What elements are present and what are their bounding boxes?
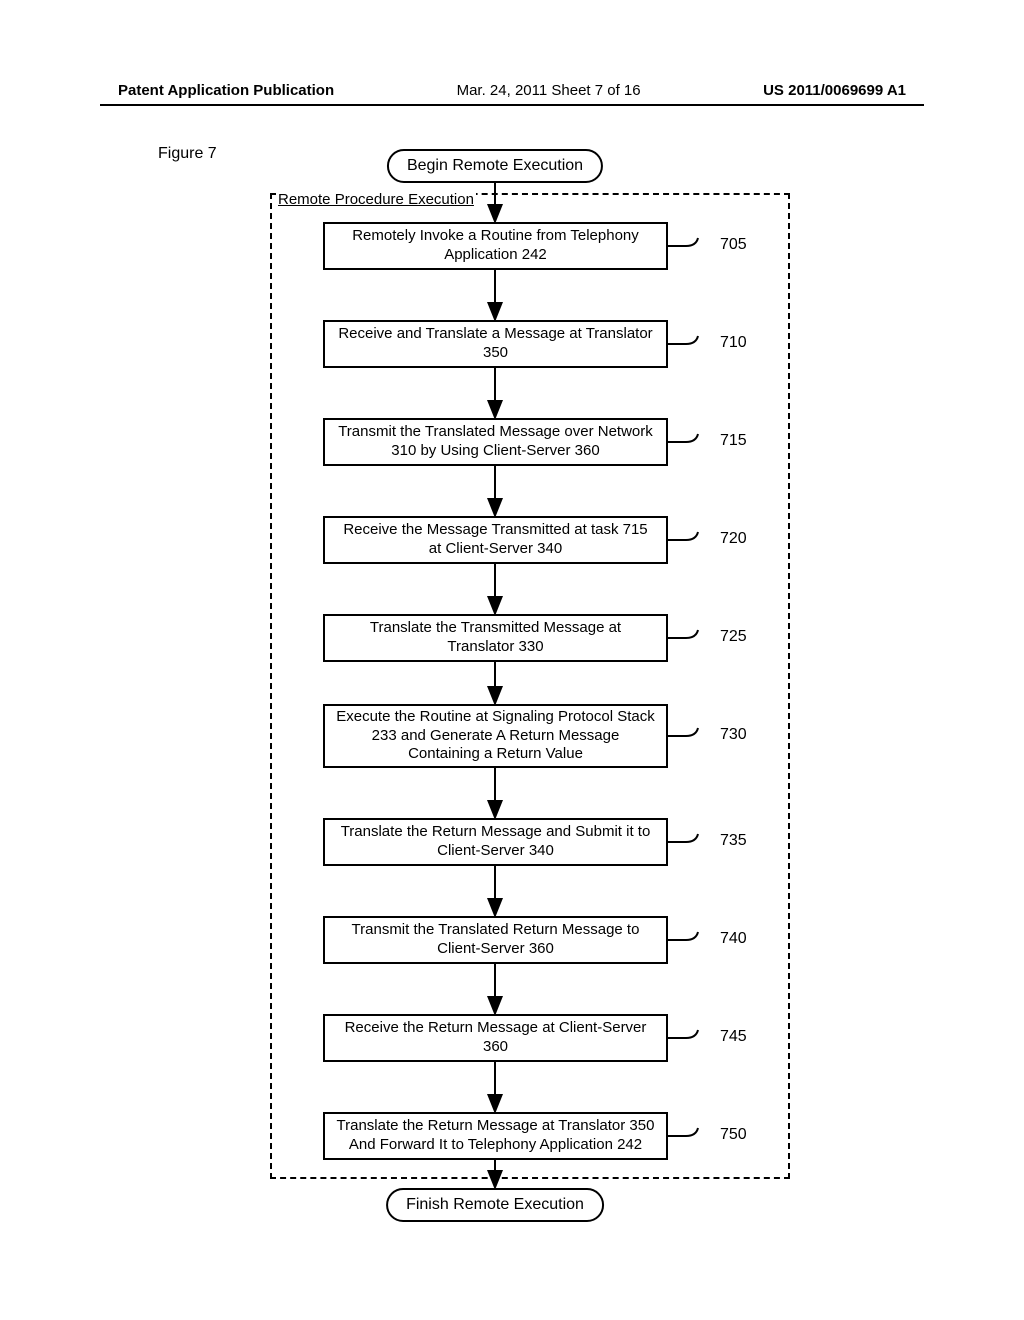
page-header: Patent Application Publication Mar. 24, … [118, 82, 906, 99]
flow-step-text: Translate the Return Message at Translat… [337, 1117, 655, 1155]
step-ref: 725 [720, 628, 747, 646]
step-ref: 745 [720, 1028, 747, 1046]
terminal-begin: Begin Remote Execution [387, 149, 603, 183]
flow-step: Translate the Transmitted Message atTran… [323, 614, 668, 662]
flow-step: Translate the Return Message at Translat… [323, 1112, 668, 1160]
flow-step: Execute the Routine at Signaling Protoco… [323, 704, 668, 768]
procedure-group-label: Remote Procedure Execution [276, 191, 476, 208]
terminal-end-text: Finish Remote Execution [406, 1196, 584, 1213]
step-ref: 710 [720, 334, 747, 352]
header-left: Patent Application Publication [118, 82, 334, 99]
step-ref: 730 [720, 726, 747, 744]
flow-step: Receive and Translate a Message at Trans… [323, 320, 668, 368]
flow-step-text: Transmit the Translated Message over Net… [338, 423, 653, 461]
header-center: Mar. 24, 2011 Sheet 7 of 16 [457, 82, 641, 99]
step-ref: 750 [720, 1126, 747, 1144]
flow-step-text: Translate the Return Message and Submit … [341, 823, 651, 861]
flow-step: Transmit the Translated Return Message t… [323, 916, 668, 964]
step-ref: 705 [720, 236, 747, 254]
flow-step: Remotely Invoke a Routine from Telephony… [323, 222, 668, 270]
terminal-begin-text: Begin Remote Execution [407, 157, 583, 174]
step-ref: 715 [720, 432, 747, 450]
flow-step-text: Transmit the Translated Return Message t… [352, 921, 640, 959]
flow-step-text: Execute the Routine at Signaling Protoco… [336, 708, 655, 764]
header-rule [100, 104, 924, 106]
step-ref: 735 [720, 832, 747, 850]
flow-step: Translate the Return Message and Submit … [323, 818, 668, 866]
figure-label: Figure 7 [158, 145, 217, 163]
terminal-end: Finish Remote Execution [386, 1188, 604, 1222]
flow-step-text: Receive and Translate a Message at Trans… [338, 325, 652, 363]
flow-step: Receive the Return Message at Client-Ser… [323, 1014, 668, 1062]
flow-step-text: Receive the Return Message at Client-Ser… [345, 1019, 647, 1057]
step-ref: 740 [720, 930, 747, 948]
flow-step-text: Receive the Message Transmitted at task … [343, 521, 647, 559]
flow-step-text: Remotely Invoke a Routine from Telephony… [352, 227, 639, 265]
header-right: US 2011/0069699 A1 [763, 82, 906, 99]
step-ref: 720 [720, 530, 747, 548]
flow-step-text: Translate the Transmitted Message atTran… [370, 619, 621, 657]
flow-step: Transmit the Translated Message over Net… [323, 418, 668, 466]
flow-step: Receive the Message Transmitted at task … [323, 516, 668, 564]
